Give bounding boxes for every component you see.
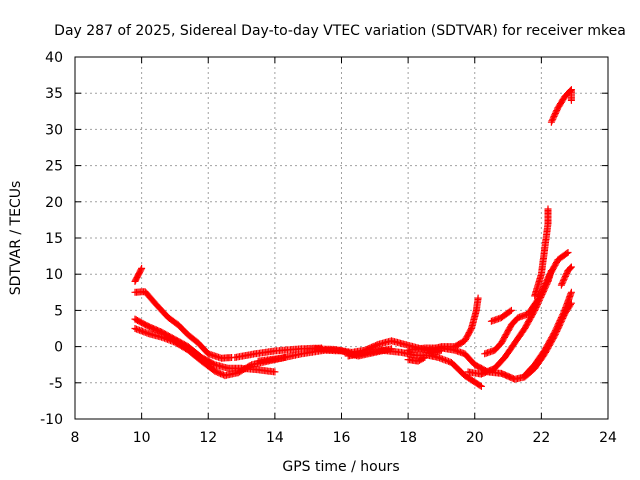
x-tick-label: 22 [532,430,550,446]
x-tick-label: 14 [266,430,284,446]
series-track-15 [521,288,575,380]
series-track-16 [531,205,552,300]
data-point [419,354,427,362]
series-track-14 [487,306,515,325]
data-point [507,306,515,314]
series-track-18 [547,86,575,126]
data-point [477,382,485,390]
series-track-9 [404,354,429,365]
y-tick-label: 0 [54,340,63,356]
y-tick-label: -10 [40,412,63,428]
series-track-13 [481,249,572,358]
y-tick-label: 35 [45,86,63,102]
grid [75,57,608,419]
y-tick-label: -5 [49,376,63,392]
y-tick-label: 40 [45,50,63,66]
data-point [564,249,572,256]
y-axis-label: SDTVAR / TECUs [8,181,24,296]
series-track-5 [231,344,325,361]
series-track-4 [131,325,289,380]
data-point [138,264,146,272]
data-point [567,263,575,271]
y-tick-label: 15 [45,231,63,247]
x-tick-label: 10 [133,430,151,446]
x-tick-label: 18 [399,430,417,446]
series-track-17 [557,263,575,289]
x-axis-label: GPS time / hours [282,459,399,475]
data-point [474,294,482,302]
series-track-11 [424,294,482,354]
data-point [506,307,514,315]
y-axis: -10 -5 0 5 10 15 20 25 30 35 40 [40,50,608,428]
data-point [544,205,552,213]
y-tick-label: 10 [45,267,63,283]
y-tick-label: 30 [45,122,63,138]
data-point [567,290,575,298]
x-axis: 8 10 12 14 16 18 20 22 24 [71,57,617,446]
data-point [271,368,279,376]
series-track-1 [131,264,146,285]
x-tick-label: 8 [71,430,80,446]
x-tick-label: 16 [333,430,351,446]
series-track-8 [344,346,485,390]
chart-title: Day 287 of 2025, Sidereal Day-to-day VTE… [54,23,626,39]
data-point [476,382,484,390]
data-point [567,288,575,296]
data-points [131,86,575,390]
data-point [563,249,571,257]
data-point [567,264,574,272]
x-tick-label: 12 [199,430,217,446]
series-track-2 [131,288,236,362]
y-tick-label: 25 [45,159,63,175]
x-tick-label: 20 [466,430,484,446]
data-point [567,96,575,104]
data-point [421,354,429,361]
y-tick-label: 20 [45,195,63,211]
series-track-3 [131,315,279,376]
y-tick-label: 5 [54,303,63,319]
x-tick-label: 24 [599,430,617,446]
